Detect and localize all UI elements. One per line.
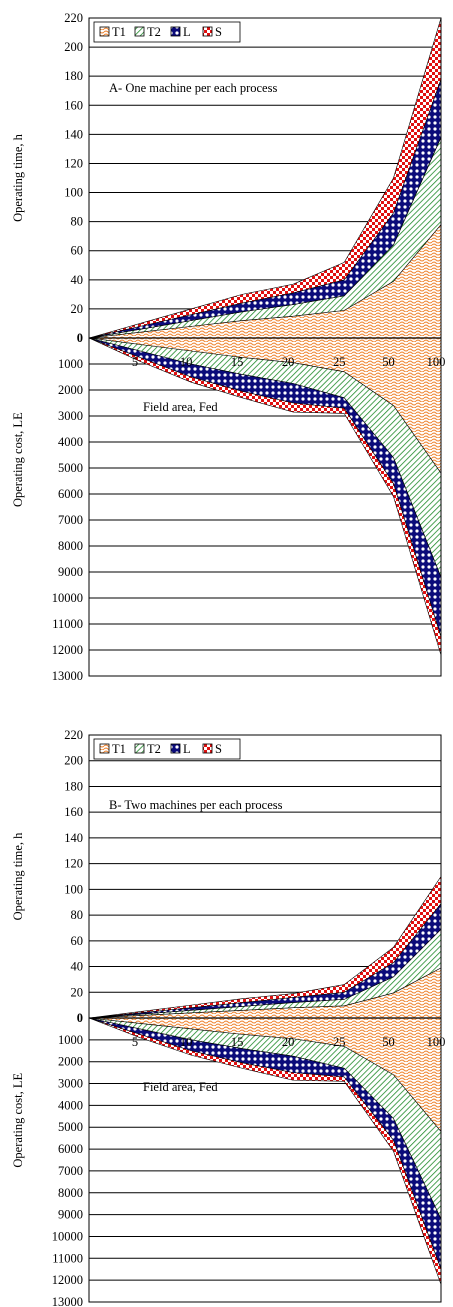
y-tick-label: 4000 (58, 435, 83, 449)
y-tick-label: 7000 (58, 513, 83, 527)
y-tick-label: 0 (77, 331, 83, 345)
y-tick-label: 4000 (58, 1098, 83, 1112)
y-tick-label: 13000 (52, 1295, 83, 1307)
upper-y-axis-title: Operating time, h (11, 133, 25, 222)
chart-A: 0 20 40 60 80 100 120 140 160 180 200 220 1000 2000 30… (11, 11, 445, 683)
x-tick-label: 20 (282, 1035, 295, 1049)
y-tick-label: 140 (64, 831, 83, 845)
legend: T1 T2 L S (93, 738, 241, 760)
chart-annotation: B- Two machines per each process (109, 798, 283, 812)
y-tick-label: 40 (71, 960, 84, 974)
y-tick-label: 3000 (58, 409, 83, 423)
y-tick-label: 200 (64, 754, 83, 768)
y-tick-label: 60 (71, 244, 84, 258)
y-tick-label: 20 (71, 985, 84, 999)
x-tick-label: 15 (231, 355, 244, 369)
y-tick-label: 100 (64, 186, 83, 200)
y-tick-label: 120 (64, 857, 83, 871)
y-tick-label: 10000 (52, 1229, 83, 1243)
plot-border (88, 734, 442, 1303)
x-tick-label: 10 (180, 1035, 193, 1049)
y-tick-label: 0 (77, 1011, 83, 1025)
y-tick-label: 160 (64, 805, 83, 819)
x-tick-label: 5 (132, 355, 138, 369)
y-tick-label: 5000 (58, 1120, 83, 1134)
upper-y-axis-title: Operating time, h (11, 832, 25, 921)
y-tick-label: 140 (64, 127, 83, 141)
x-tick-label: 10 (180, 355, 193, 369)
lower-y-axis-title: Operating cost, LE (11, 412, 25, 507)
y-tick-label: 5000 (58, 461, 83, 475)
legend-swatch-T2 (134, 26, 145, 37)
y-tick-label: 8000 (58, 1186, 83, 1200)
y-tick-label: 11000 (52, 617, 83, 631)
legend-swatch-L (170, 743, 181, 754)
y-tick-label: 40 (71, 273, 84, 287)
y-tick-label: 2000 (58, 1055, 83, 1069)
y-tick-label: 100 (64, 882, 83, 896)
x-tick-label: 5 (132, 1035, 138, 1049)
y-tick-label: 1000 (58, 357, 83, 371)
y-tick-label: 180 (64, 69, 83, 83)
y-tick-label: 220 (64, 11, 83, 25)
x-tick-label: 25 (333, 355, 346, 369)
y-tick-label: 180 (64, 779, 83, 793)
y-tick-label: 9000 (58, 565, 83, 579)
x-axis-title: Field area, Fed (143, 1080, 218, 1094)
y-tick-label: 160 (64, 98, 83, 112)
legend-swatch-S (202, 743, 213, 754)
legend-label-S: S (215, 25, 222, 39)
y-tick-label: 6000 (58, 1142, 83, 1156)
legend-swatch-L (170, 26, 181, 37)
legend-swatch-S (202, 26, 213, 37)
legend-swatch-T1 (99, 26, 110, 37)
y-tick-label: 60 (71, 934, 84, 948)
legend-label-T2: T2 (147, 742, 161, 756)
y-tick-label: 80 (71, 215, 84, 229)
y-tick-label: 2000 (58, 383, 83, 397)
legend-label-L: L (183, 25, 191, 39)
y-tick-label: 20 (71, 302, 84, 316)
y-tick-label: 11000 (52, 1251, 83, 1265)
y-tick-label: 12000 (52, 643, 83, 657)
x-tick-label: 20 (282, 355, 295, 369)
x-tick-label: 50 (382, 1035, 395, 1049)
x-tick-label: 100 (427, 1035, 446, 1049)
legend-label-S: S (215, 742, 222, 756)
y-tick-label: 13000 (52, 669, 83, 683)
y-tick-label: 80 (71, 908, 84, 922)
legend-label-T1: T1 (112, 742, 126, 756)
legend-label-T2: T2 (147, 25, 161, 39)
legend-swatch-T2 (134, 743, 145, 754)
legend-swatch-T1 (99, 743, 110, 754)
y-tick-label: 220 (64, 728, 83, 742)
lower-y-axis-title: Operating cost, LE (11, 1072, 25, 1167)
y-tick-label: 3000 (58, 1077, 83, 1091)
y-tick-label: 8000 (58, 539, 83, 553)
y-tick-label: 12000 (52, 1273, 83, 1287)
y-tick-label: 7000 (58, 1164, 83, 1178)
y-tick-label: 9000 (58, 1208, 83, 1222)
chart-B: 0 20 40 60 80 100 120 140 160 180 200 220 1000 2000 30… (11, 728, 445, 1307)
y-tick-label: 10000 (52, 591, 83, 605)
x-tick-label: 100 (427, 355, 446, 369)
y-tick-label: 6000 (58, 487, 83, 501)
x-tick-label: 50 (382, 355, 395, 369)
y-tick-label: 120 (64, 156, 83, 170)
legend-label-T1: T1 (112, 25, 126, 39)
chart-annotation: A- One machine per each process (109, 81, 277, 95)
plot-border (88, 17, 442, 677)
x-tick-label: 25 (333, 1035, 346, 1049)
x-axis-title: Field area, Fed (143, 400, 218, 414)
legend-label-L: L (183, 742, 191, 756)
legend: T1 T2 L S (93, 21, 241, 43)
x-tick-label: 15 (231, 1035, 244, 1049)
y-tick-label: 1000 (58, 1033, 83, 1047)
y-tick-label: 200 (64, 40, 83, 54)
